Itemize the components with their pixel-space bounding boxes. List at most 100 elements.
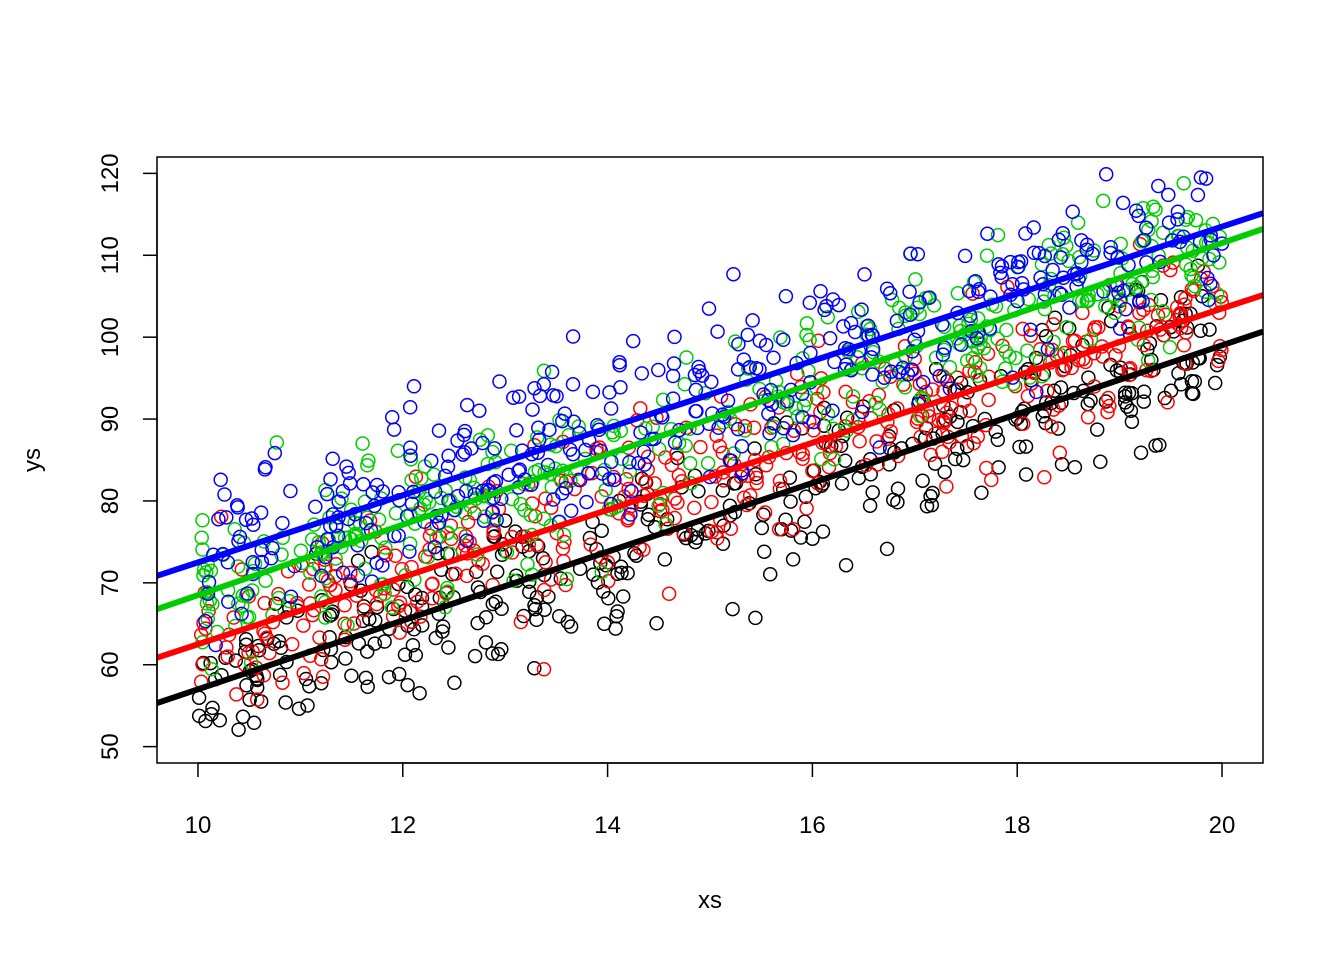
data-point <box>723 521 739 536</box>
data-point <box>365 485 380 500</box>
data-point <box>238 631 254 647</box>
data-point <box>1055 247 1070 262</box>
data-point <box>230 500 245 515</box>
data-point <box>459 533 474 548</box>
data-point <box>651 362 666 378</box>
x-tick-label: 10 <box>185 812 212 839</box>
data-point <box>448 566 463 581</box>
data-point <box>622 464 638 479</box>
data-point <box>240 586 255 601</box>
data-point <box>652 496 668 512</box>
data-point <box>1080 293 1095 309</box>
data-point <box>257 626 273 641</box>
data-point <box>932 368 947 384</box>
data-point <box>667 329 682 345</box>
data-point <box>939 479 954 494</box>
data-point <box>1170 299 1185 315</box>
data-point <box>621 481 636 497</box>
data-point <box>485 444 500 460</box>
data-point <box>749 475 764 491</box>
data-point <box>234 606 249 622</box>
data-point <box>1018 467 1034 482</box>
data-point <box>342 476 358 491</box>
data-point <box>1029 384 1044 400</box>
data-point <box>871 387 887 403</box>
data-point <box>229 687 244 702</box>
data-point <box>817 302 832 318</box>
data-point <box>939 405 954 420</box>
data-point <box>1081 292 1096 307</box>
data-point <box>860 318 876 333</box>
data-point <box>783 523 799 538</box>
data-point <box>488 474 504 489</box>
y-tick-label: 100 <box>97 317 124 357</box>
data-point <box>740 361 756 376</box>
data-point <box>199 596 215 611</box>
data-point <box>1178 325 1194 340</box>
data-point <box>1151 178 1166 194</box>
data-point <box>219 510 234 525</box>
data-point <box>542 422 557 438</box>
data-point <box>425 591 440 606</box>
data-point <box>928 350 944 366</box>
data-point <box>320 531 335 547</box>
data-point <box>1120 319 1136 334</box>
data-point <box>1007 378 1023 394</box>
data-point <box>612 357 627 373</box>
data-point <box>489 564 505 580</box>
data-point <box>249 680 265 695</box>
data-point <box>704 494 719 510</box>
data-point <box>582 530 598 546</box>
data-point <box>979 248 995 263</box>
data-point <box>1067 333 1083 348</box>
data-point <box>527 660 542 676</box>
data-point <box>845 394 861 410</box>
data-point <box>880 431 895 447</box>
data-point <box>361 453 376 468</box>
data-point <box>1080 396 1096 412</box>
data-point <box>852 434 867 449</box>
data-point <box>450 433 465 448</box>
data-point <box>511 389 527 404</box>
data-point <box>381 669 397 685</box>
data-point <box>241 609 257 625</box>
data-point <box>219 640 234 655</box>
data-point <box>220 649 235 664</box>
data-point <box>504 545 520 560</box>
data-point <box>854 404 870 420</box>
data-point <box>558 577 573 593</box>
data-point <box>205 700 220 716</box>
data-point <box>902 284 917 299</box>
data-point <box>440 525 455 540</box>
data-point <box>802 295 818 311</box>
data-point <box>730 362 746 377</box>
data-point <box>990 432 1006 448</box>
data-point <box>740 327 756 343</box>
data-point <box>245 554 261 570</box>
data-point <box>475 435 490 451</box>
data-point <box>756 544 772 559</box>
data-point <box>212 713 228 728</box>
data-point <box>773 330 788 345</box>
data-point <box>954 337 969 353</box>
data-point <box>1185 386 1201 402</box>
data-point <box>1012 439 1027 455</box>
data-point <box>250 638 266 654</box>
data-point <box>968 274 983 289</box>
data-point <box>205 596 220 612</box>
data-point <box>1024 376 1039 391</box>
data-point <box>414 590 430 606</box>
data-point <box>328 551 343 566</box>
data-point <box>908 272 923 287</box>
data-point <box>323 472 338 487</box>
data-point <box>704 374 719 390</box>
data-point <box>667 491 683 506</box>
data-point <box>557 406 573 421</box>
data-point <box>302 678 317 694</box>
data-point <box>665 368 681 384</box>
data-point <box>799 501 814 516</box>
data-point <box>1170 212 1185 227</box>
data-point <box>1207 375 1223 391</box>
data-point <box>693 439 708 455</box>
